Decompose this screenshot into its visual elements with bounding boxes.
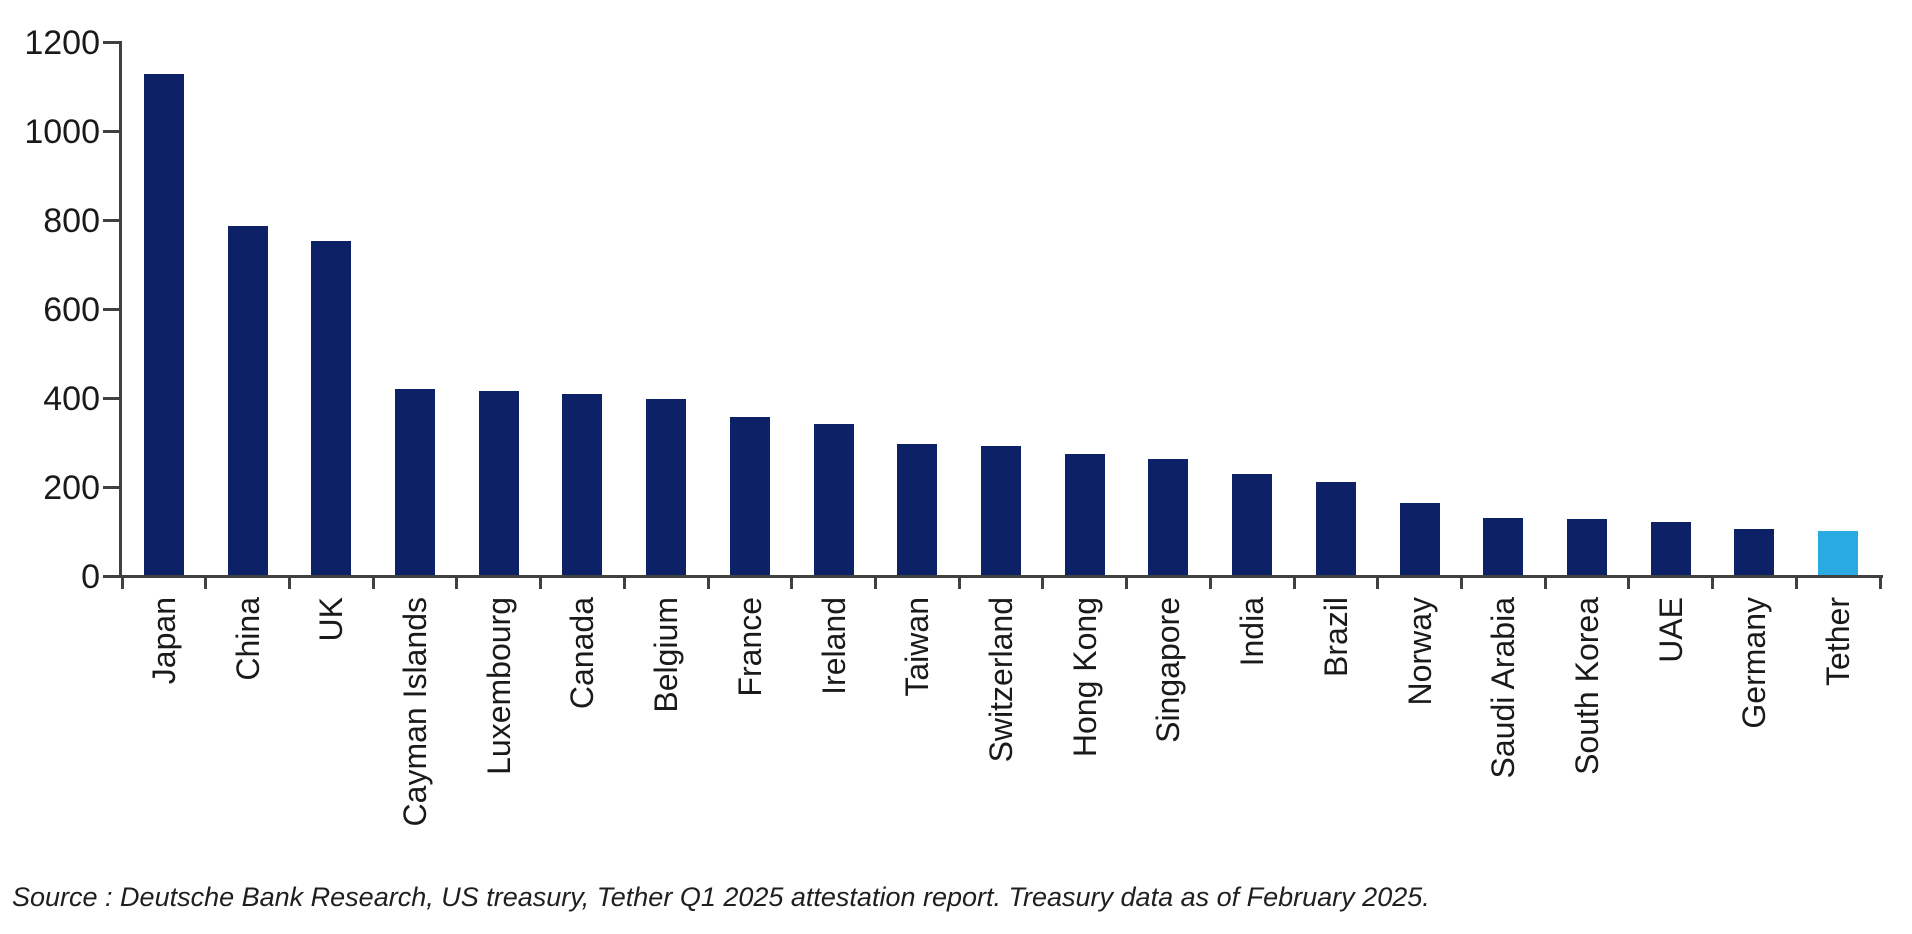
bar-norway (1400, 503, 1440, 575)
x-axis-tick (1543, 578, 1547, 589)
bar-canada (562, 394, 602, 575)
x-label-brazil: Brazil (1318, 597, 1354, 678)
x-label-germany: Germany (1736, 597, 1772, 729)
y-axis-tick (103, 219, 119, 222)
y-axis-tick (103, 41, 119, 44)
x-label-ireland: Ireland (816, 597, 852, 695)
bar-germany (1734, 529, 1774, 575)
y-tick-label-200: 200 (43, 469, 100, 507)
bar-cayman-islands (395, 389, 435, 575)
x-label-japan: Japan (146, 597, 182, 685)
x-axis-tick (1292, 578, 1296, 589)
x-label-saudi-arabia: Saudi Arabia (1485, 597, 1521, 779)
y-axis-line (119, 41, 122, 578)
x-label-cayman-islands: Cayman Islands (397, 597, 433, 827)
y-axis-tick (103, 397, 119, 400)
x-axis-tick (455, 578, 459, 589)
y-axis-tick (103, 130, 119, 133)
x-label-france: France (732, 597, 768, 697)
x-axis-tick (1208, 578, 1212, 589)
bar-ireland (814, 424, 854, 575)
bar-tether (1818, 531, 1858, 575)
source-note: Source : Deutsche Bank Research, US trea… (12, 882, 1430, 912)
x-label-singapore: Singapore (1150, 597, 1186, 743)
x-label-hong-kong: Hong Kong (1067, 597, 1103, 758)
x-axis-tick (706, 578, 710, 589)
x-axis-tick (1459, 578, 1463, 589)
y-tick-label-0: 0 (81, 558, 100, 596)
x-axis-tick (204, 578, 208, 589)
x-axis-tick (1627, 578, 1631, 589)
x-label-uk: UK (313, 597, 349, 642)
bar-hong-kong (1065, 454, 1105, 575)
bar-uk (311, 241, 351, 575)
bar-switzerland (981, 446, 1021, 575)
x-label-india: India (1234, 597, 1270, 667)
bar-belgium (646, 399, 686, 575)
x-label-luxembourg: Luxembourg (481, 597, 517, 775)
y-axis-tick (103, 308, 119, 311)
bar-luxembourg (479, 391, 519, 575)
y-tick-label-600: 600 (43, 291, 100, 329)
bar-saudi-arabia (1483, 518, 1523, 575)
bar-france (730, 417, 770, 575)
x-axis-tick (120, 578, 124, 589)
bar-india (1232, 474, 1272, 575)
x-axis-tick (957, 578, 961, 589)
x-axis-tick (287, 578, 291, 589)
x-label-tether: Tether (1820, 597, 1856, 686)
x-label-china: China (230, 597, 266, 681)
x-axis-tick (1041, 578, 1045, 589)
x-axis-line (119, 575, 1883, 578)
x-label-taiwan: Taiwan (899, 597, 935, 697)
y-tick-label-800: 800 (43, 202, 100, 240)
x-axis-tick (873, 578, 877, 589)
bar-japan (144, 74, 184, 575)
x-axis-tick (371, 578, 375, 589)
x-label-norway: Norway (1402, 597, 1438, 706)
y-tick-label-400: 400 (43, 380, 100, 418)
x-label-switzerland: Switzerland (983, 597, 1019, 763)
x-axis-tick (539, 578, 543, 589)
y-tick-label-1000: 1000 (24, 113, 100, 151)
x-axis-tick (1794, 578, 1798, 589)
y-tick-label-1200: 1200 (24, 24, 100, 62)
bar-uae (1651, 522, 1691, 575)
bar-singapore (1148, 459, 1188, 575)
x-axis-tick (1376, 578, 1380, 589)
x-label-south-korea: South Korea (1569, 597, 1605, 775)
x-label-canada: Canada (564, 597, 600, 710)
x-label-belgium: Belgium (648, 597, 684, 713)
x-axis-tick (1125, 578, 1129, 589)
x-axis-tick (1711, 578, 1715, 589)
x-axis-tick (1878, 578, 1882, 589)
bar-south-korea (1567, 519, 1607, 575)
bar-china (228, 226, 268, 575)
y-axis-tick (103, 486, 119, 489)
x-axis-tick (790, 578, 794, 589)
x-axis-tick (622, 578, 626, 589)
y-axis-tick (103, 575, 119, 578)
x-label-uae: UAE (1653, 597, 1689, 663)
bar-taiwan (897, 444, 937, 575)
bar-brazil (1316, 482, 1356, 575)
